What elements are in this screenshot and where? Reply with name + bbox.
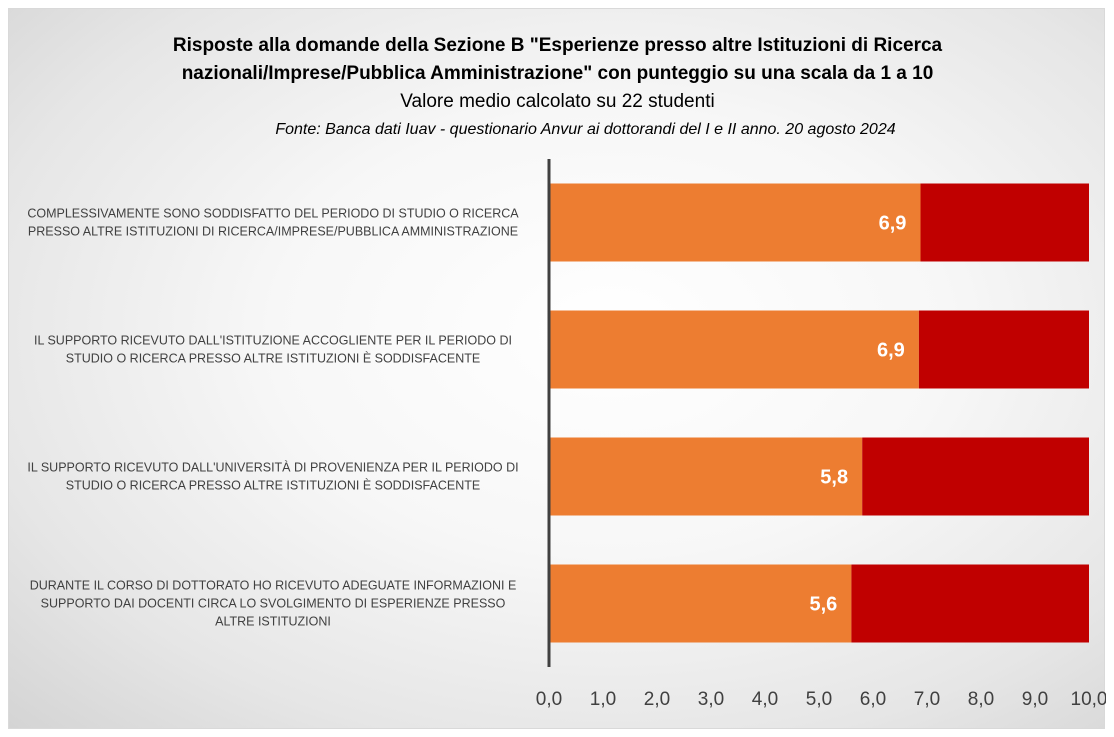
- bar-chart: 6,9 COMPLESSIVAMENTE SONO SODDISFATTO DEL…: [27, 159, 1106, 710]
- x-tick-label-7: 7,0: [914, 689, 940, 710]
- category-label-4-line-3: ALTRE ISTITUZIONI: [215, 615, 331, 629]
- bar-segment-remainder-3: [862, 437, 1089, 516]
- bar-segment-remainder-2: [918, 310, 1089, 389]
- chart-source: Fonte: Banca dati Iuav - questionario An…: [275, 121, 896, 138]
- x-tick-label-9: 9,0: [1022, 689, 1048, 710]
- category-label-3-line-2: STUDIO O RICERCA PRESSO ALTRE ISTITUZION…: [66, 478, 480, 493]
- category-label-3-line-1: IL SUPPORTO RICEVUTO DALL'UNIVERSITÀ DI …: [27, 460, 518, 475]
- chart-subtitle: Valore medio calcolato su 22 studenti: [400, 91, 715, 112]
- category-label-4-line-2: SUPPORTO DAI DOCENTI CIRCA LO SVOLGIMENT…: [41, 597, 506, 611]
- category-label-1-line-2: PRESSO ALTRE ISTITUZIONI DI RICERCA/IMPR…: [28, 225, 518, 239]
- category-label-1-line-1: COMPLESSIVAMENTE SONO SODDISFATTO DEL PE…: [27, 207, 519, 221]
- category-label-2-line-1: IL SUPPORTO RICEVUTO DALL'ISTITUZIONE AC…: [34, 334, 512, 348]
- bar-segment-remainder-4: [851, 564, 1089, 643]
- x-tick-label-1: 1,0: [590, 689, 616, 710]
- data-label-4: 5,6: [809, 594, 837, 616]
- x-tick-label-5: 5,0: [806, 689, 832, 710]
- x-tick-label-6: 6,0: [860, 689, 886, 710]
- x-tick-label-3: 3,0: [698, 689, 724, 710]
- category-label-4-line-1: DURANTE IL CORSO DI DOTTORATO HO RICEVUT…: [30, 579, 517, 593]
- x-tick-label-8: 8,0: [968, 689, 994, 710]
- chart-title-line-1: Risposte alla domande della Sezione B "E…: [172, 35, 943, 56]
- chart-frame: Risposte alla domande della Sezione B "E…: [8, 8, 1106, 729]
- x-tick-label-4: 4,0: [752, 689, 778, 710]
- data-label-1: 6,9: [879, 213, 907, 235]
- data-label-2: 6,9: [877, 340, 905, 362]
- x-tick-label-0: 0,0: [536, 689, 562, 710]
- bar-segment-score-2: [549, 310, 919, 389]
- data-label-3: 5,8: [820, 467, 848, 489]
- bar-segment-score-4: [549, 564, 852, 643]
- chart-title-line-2: nazionali/Imprese/Pubblica Amministrazio…: [181, 63, 934, 84]
- bar-segment-remainder-1: [920, 183, 1089, 262]
- bar-segment-score-1: [549, 183, 921, 262]
- category-label-2-line-2: STUDIO O RICERCA PRESSO ALTRE ISTITUZION…: [66, 351, 480, 366]
- x-tick-label-10: 10,0: [1071, 689, 1106, 710]
- bar-segment-score-3: [549, 437, 863, 516]
- x-tick-label-2: 2,0: [644, 689, 670, 710]
